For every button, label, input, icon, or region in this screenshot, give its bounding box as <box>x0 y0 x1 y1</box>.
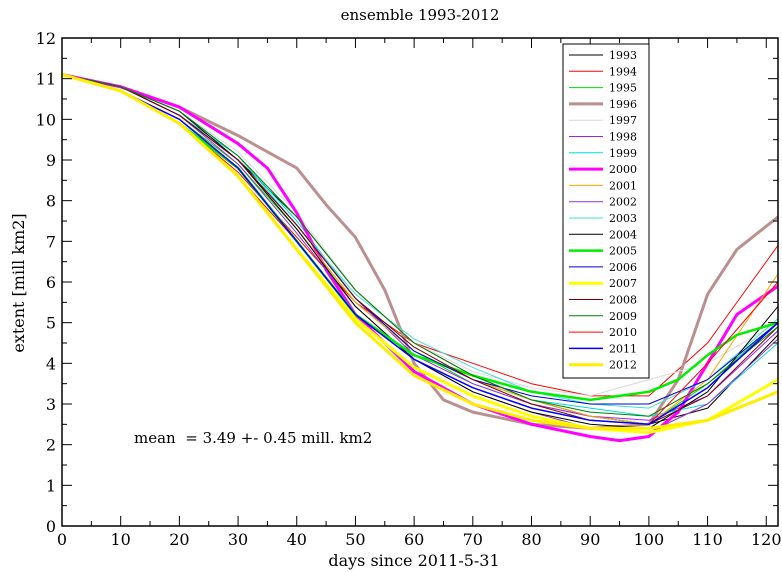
legend-label-2011: 2011 <box>609 342 637 355</box>
series-line-2012 <box>62 73 778 430</box>
series-line-1994 <box>62 74 778 397</box>
legend-label-2012: 2012 <box>609 359 637 372</box>
series-line-1999 <box>62 74 778 417</box>
legend-label-2001: 2001 <box>609 179 637 192</box>
series-line-2000 <box>62 73 778 443</box>
y-tick-label: 1 <box>46 476 56 495</box>
legend-label-2004: 2004 <box>609 228 637 241</box>
plot-area: 0 10 20 30 40 50 60 70 80 90 100 110 120012345678910… <box>36 29 782 549</box>
y-tick-label: 5 <box>46 314 56 333</box>
legend-label-2010: 2010 <box>609 326 637 339</box>
annotation-text: mean = 3.49 +- 0.45 mill. km2 <box>134 429 372 447</box>
x-tick-label: 50 <box>345 530 365 549</box>
series-line-2009 <box>62 74 778 417</box>
y-tick-label: 4 <box>46 354 56 373</box>
chart-title: ensemble 1993-2012 <box>341 6 500 24</box>
series-line-2005 <box>62 73 778 402</box>
series-line-2011 <box>62 73 778 426</box>
legend-label-1993: 1993 <box>609 49 637 62</box>
legend-box <box>562 43 650 379</box>
legend-label-1996: 1996 <box>609 98 637 111</box>
y-axis-label: extent [mill km2] <box>9 213 28 352</box>
x-tick-label: 90 <box>580 530 600 549</box>
legend-label-2002: 2002 <box>609 196 637 209</box>
y-tick-label: 6 <box>46 273 56 292</box>
legend-label-1994: 1994 <box>609 65 637 78</box>
x-tick-label: 100 <box>634 530 665 549</box>
legend-label-2000: 2000 <box>609 163 637 176</box>
legend-label-1995: 1995 <box>609 82 637 95</box>
plot-frame <box>61 37 779 527</box>
y-tick-label: 9 <box>46 151 56 170</box>
y-tick-label: 7 <box>46 232 56 251</box>
y-tick-label: 10 <box>36 110 56 129</box>
x-tick-label: 70 <box>463 530 483 549</box>
y-tick-label: 2 <box>46 436 56 455</box>
legend-label-2008: 2008 <box>609 294 637 307</box>
x-tick-label: 40 <box>287 530 307 549</box>
legend-label-2009: 2009 <box>609 310 637 323</box>
y-tick-label: 3 <box>46 395 56 414</box>
x-tick-label: 0 <box>57 530 67 549</box>
x-tick-label: 110 <box>692 530 723 549</box>
legend-label-2005: 2005 <box>609 245 637 258</box>
legend-label-1998: 1998 <box>609 131 637 144</box>
series-line-1997 <box>62 74 778 397</box>
x-axis-label: days since 2011-5-31 <box>328 551 499 570</box>
x-tick-label: 30 <box>228 530 248 549</box>
y-tick-label: 11 <box>36 70 56 89</box>
x-tick-label: 10 <box>111 530 131 549</box>
y-tick-label: 8 <box>46 192 56 211</box>
x-tick-label: 20 <box>169 530 189 549</box>
legend-label-1999: 1999 <box>609 147 637 160</box>
y-tick-label: 0 <box>46 517 56 536</box>
legend-label-2003: 2003 <box>609 212 637 225</box>
legend-label-1997: 1997 <box>609 114 637 127</box>
x-tick-label: 80 <box>521 530 541 549</box>
legend-label-2007: 2007 <box>609 277 637 290</box>
x-tick-label: 60 <box>404 530 424 549</box>
legend-label-2006: 2006 <box>609 261 637 274</box>
y-tick-label: 12 <box>36 29 56 48</box>
x-tick-label: 120 <box>751 530 782 549</box>
